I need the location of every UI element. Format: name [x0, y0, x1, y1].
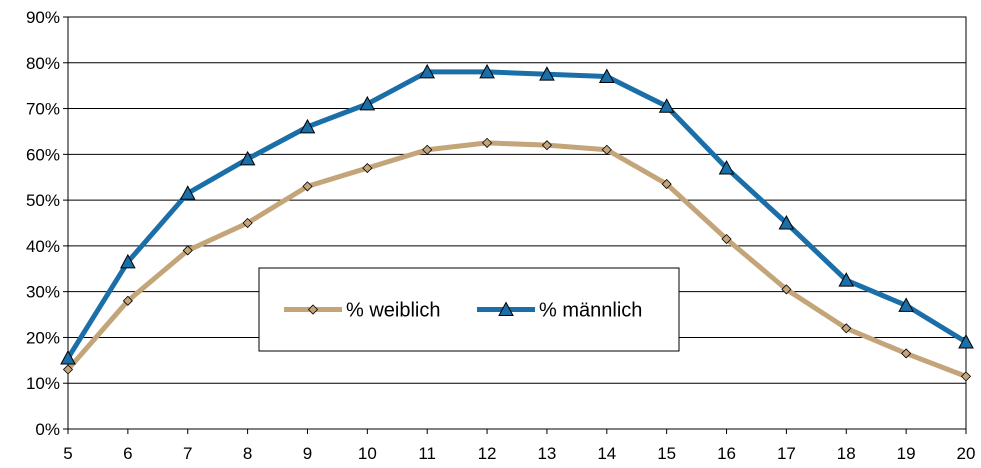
- x-tick-label: 19: [897, 444, 916, 463]
- data-point-diamond: [601, 144, 612, 155]
- data-point-diamond: [422, 144, 433, 155]
- data-point-triangle: [658, 98, 675, 113]
- data-point-triangle: [838, 272, 855, 287]
- data-point-diamond: [781, 284, 792, 295]
- data-point-triangle: [898, 297, 914, 312]
- legend-label: % männlich: [539, 300, 642, 322]
- x-tick-label: 15: [657, 444, 676, 463]
- series-line: [65, 69, 969, 361]
- y-tick-label: 70%: [26, 100, 60, 119]
- x-tick-label: 18: [837, 444, 856, 463]
- data-point-diamond: [242, 217, 253, 229]
- data-point-triangle: [718, 160, 735, 175]
- data-point-triangle: [359, 95, 376, 111]
- series-2: [60, 63, 974, 365]
- data-point-triangle: [60, 349, 76, 365]
- x-tick-label: 8: [243, 444, 252, 463]
- x-tick-label: 14: [597, 444, 616, 463]
- legend: % weiblich % männlich: [258, 267, 680, 352]
- data-point-triangle: [120, 253, 136, 269]
- y-tick-label: 90%: [26, 8, 60, 27]
- y-tick-label: 20%: [26, 328, 60, 347]
- data-point-diamond: [541, 140, 552, 151]
- y-tick-label: 30%: [26, 283, 60, 302]
- x-tick-label: 17: [777, 444, 796, 463]
- x-tick-label: 11: [418, 444, 436, 463]
- x-tick-label: 20: [957, 444, 976, 463]
- x-tick-label: 7: [183, 444, 192, 463]
- data-point-triangle: [778, 214, 795, 230]
- data-point-triangle: [498, 301, 514, 316]
- data-point-diamond: [841, 323, 852, 334]
- data-point-triangle: [299, 118, 316, 134]
- data-point-diamond: [182, 245, 193, 256]
- legend-label: % weiblich: [346, 300, 440, 322]
- x-tick-label: 12: [478, 444, 497, 463]
- data-point-diamond: [960, 371, 972, 382]
- series-layer: [60, 63, 974, 382]
- x-tick-label: 13: [537, 444, 556, 463]
- data-point-diamond: [307, 304, 319, 315]
- y-tick-label: 10%: [26, 374, 60, 393]
- data-point-triangle: [179, 185, 196, 200]
- data-point-diamond: [362, 163, 373, 174]
- legend-item-2: % männlich: [477, 300, 642, 322]
- data-point-diamond: [661, 179, 672, 190]
- data-point-diamond: [122, 295, 133, 306]
- data-point-triangle: [539, 66, 555, 81]
- y-tick-label: 40%: [26, 237, 60, 256]
- data-point-triangle: [598, 68, 615, 83]
- data-point-triangle: [479, 63, 495, 79]
- y-tick-label: 80%: [26, 54, 60, 73]
- series-line: [65, 140, 969, 379]
- data-point-triangle: [239, 150, 256, 166]
- data-point-diamond: [721, 233, 732, 245]
- x-tick-label: 16: [717, 444, 736, 463]
- data-point-diamond: [62, 364, 74, 375]
- data-point-diamond: [901, 348, 912, 359]
- x-tick-label: 6: [123, 444, 132, 463]
- y-tick-label: 50%: [26, 191, 60, 210]
- x-tick-label: 10: [358, 444, 377, 463]
- data-point-diamond: [302, 181, 313, 192]
- data-point-diamond: [482, 137, 493, 148]
- data-point-triangle: [958, 333, 974, 349]
- axis-layer: 0% 10% 20% 30% 40% 50% 60% 70% 80% 90% 5 6 7 8 9 10 11 12…: [26, 8, 975, 463]
- x-tick-label: 5: [63, 444, 72, 463]
- series-1: [62, 137, 972, 382]
- plot-area: [67, 16, 967, 430]
- y-tick-label: 60%: [26, 145, 60, 164]
- legend-item-1: % weiblich: [284, 300, 440, 322]
- y-tick-label: 0%: [35, 420, 60, 439]
- data-point-triangle: [419, 63, 436, 79]
- x-tick-label: 9: [303, 444, 312, 463]
